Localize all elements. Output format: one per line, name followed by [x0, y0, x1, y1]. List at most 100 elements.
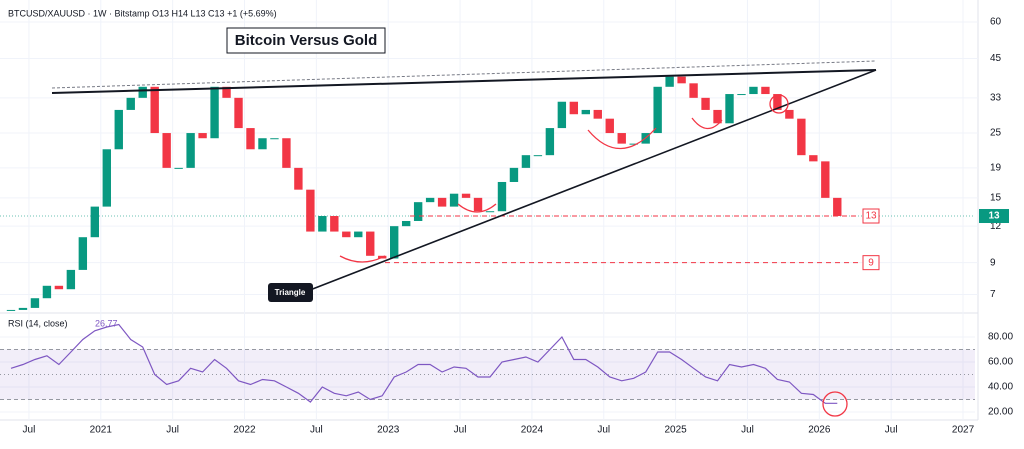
candle	[246, 128, 255, 150]
trend-line	[309, 69, 877, 291]
y-tick-label: 7	[990, 289, 996, 300]
candle	[30, 298, 40, 308]
candle	[102, 149, 111, 207]
marks: 13 9	[6, 76, 880, 404]
annotation: Triangle	[275, 288, 306, 297]
candle	[390, 226, 399, 259]
y-tick-label: 60.00	[988, 357, 1013, 368]
candle	[6, 309, 16, 311]
candle	[90, 206, 100, 238]
candle	[401, 220, 411, 227]
candle	[461, 193, 471, 198]
x-tick-label: Jul	[597, 425, 610, 436]
x-tick-label: 2022	[233, 425, 256, 436]
candle	[569, 101, 579, 115]
arc	[691, 117, 723, 130]
candle	[581, 109, 590, 115]
candle	[294, 167, 303, 190]
rsi-label: RSI (14, close)	[8, 318, 68, 328]
trend-line	[51, 69, 877, 94]
candle	[234, 97, 243, 129]
candle	[42, 285, 52, 299]
circle-marker	[822, 391, 848, 417]
candle	[114, 109, 123, 150]
y-tick-label: 12	[990, 221, 1002, 232]
candle	[186, 133, 195, 168]
x-tick-label: Jul	[166, 425, 179, 436]
last-price-label: 13	[988, 211, 1000, 222]
x-tick-label: Jul	[741, 425, 754, 436]
candle	[833, 197, 842, 217]
candle	[773, 94, 782, 110]
candle	[821, 161, 830, 198]
candle	[749, 86, 758, 95]
candle	[66, 269, 76, 290]
candle	[605, 118, 614, 134]
candle	[557, 101, 567, 129]
header: BTCUSD/XAUUSD · 1W · Bitstamp O13 H14 L1…	[8, 8, 277, 18]
candle	[198, 133, 207, 139]
y-tick-label: 40.00	[988, 382, 1013, 393]
level-box	[862, 208, 880, 224]
candle	[761, 86, 770, 95]
candle	[78, 237, 88, 270]
candle	[701, 97, 710, 110]
level-label: 9	[868, 257, 874, 268]
x-tick-label: Jul	[454, 425, 467, 436]
candle	[342, 231, 351, 238]
x-tick-label: 2025	[664, 425, 687, 436]
x-tick-label: 2021	[90, 425, 113, 436]
y-tick-label: 15	[990, 192, 1002, 203]
candle	[138, 86, 147, 98]
y-tick-label: 25	[990, 128, 1002, 139]
title-box	[226, 27, 386, 54]
candle	[258, 138, 267, 150]
candle	[593, 109, 602, 119]
x-tick-label: 2026	[808, 425, 831, 436]
candle	[282, 138, 291, 168]
candle	[617, 133, 626, 144]
candle	[126, 97, 135, 110]
candle	[366, 231, 375, 256]
y-tick-label: 20.00	[988, 407, 1013, 418]
y-tick-label: 19	[990, 163, 1002, 174]
candle	[665, 76, 674, 87]
grid	[0, 0, 978, 420]
candle	[797, 118, 806, 156]
candle	[653, 86, 662, 134]
candle	[425, 197, 435, 203]
candle	[54, 285, 64, 290]
x-tick-label: Jul	[885, 425, 898, 436]
trend-line	[51, 60, 877, 89]
chart-title: Bitcoin Versus Gold	[235, 32, 378, 49]
candle	[737, 94, 746, 96]
candle	[497, 181, 507, 212]
y-tick-label: 33	[990, 92, 1002, 103]
arcs	[339, 94, 848, 417]
candle	[150, 86, 159, 134]
annotation-box	[268, 283, 313, 302]
candle	[545, 128, 555, 156]
y-tick-label: 9	[990, 257, 996, 268]
candle	[533, 155, 543, 157]
candle	[713, 109, 722, 124]
rsi-line	[10, 323, 838, 404]
candle	[677, 76, 686, 84]
rsi-last: 26.77	[95, 318, 118, 328]
candle	[437, 197, 447, 207]
candle	[413, 202, 423, 221]
x-tick-label: 2027	[952, 425, 975, 436]
candle	[222, 86, 231, 98]
candle	[629, 143, 638, 145]
candle	[509, 167, 519, 182]
candle	[521, 155, 531, 168]
candle	[449, 193, 459, 207]
arc	[457, 203, 497, 213]
candle	[270, 138, 279, 140]
level-label: 13	[865, 211, 877, 222]
candle	[306, 189, 315, 232]
x-tick-label: 2023	[377, 425, 400, 436]
circle-marker	[769, 94, 789, 114]
